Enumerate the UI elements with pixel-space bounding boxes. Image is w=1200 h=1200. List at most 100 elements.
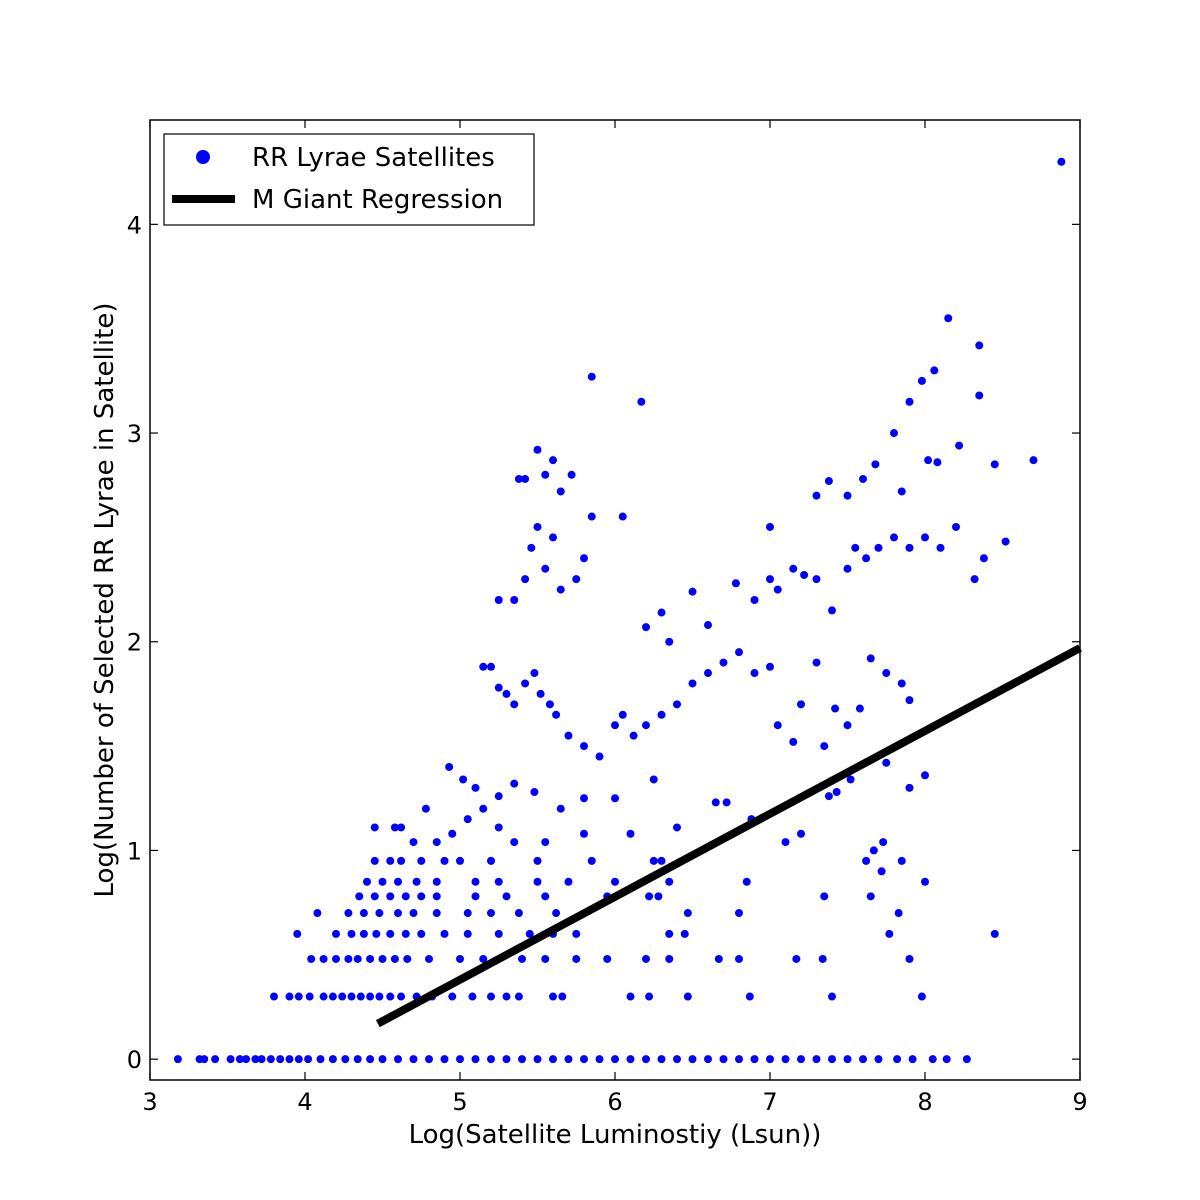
data-point	[846, 775, 855, 784]
data-point	[328, 992, 337, 1001]
data-point	[832, 788, 841, 796]
data-point	[530, 788, 539, 796]
x-tick-label: 3	[142, 1088, 157, 1116]
data-point	[556, 487, 565, 496]
data-point	[955, 441, 964, 450]
data-point	[533, 856, 542, 865]
data-point	[680, 929, 689, 938]
data-point	[824, 792, 833, 801]
data-point	[564, 731, 573, 740]
data-point	[549, 533, 557, 542]
data-point	[394, 1055, 402, 1064]
data-point	[173, 1055, 182, 1064]
data-point	[432, 877, 441, 886]
data-point	[766, 522, 774, 531]
data-point	[979, 554, 988, 563]
data-point	[797, 1055, 805, 1064]
data-point	[897, 856, 906, 865]
data-point	[862, 856, 871, 865]
data-point	[649, 856, 658, 865]
data-point	[580, 554, 588, 563]
data-point	[611, 1055, 619, 1064]
data-point	[390, 954, 399, 963]
data-point	[657, 608, 666, 617]
data-point	[1057, 157, 1066, 166]
data-point	[735, 954, 743, 963]
data-point	[394, 877, 402, 886]
data-point	[468, 992, 477, 1001]
data-point	[874, 1055, 883, 1064]
data-point	[626, 992, 635, 1001]
data-point	[688, 587, 697, 596]
legend-marker-dot	[196, 150, 210, 164]
data-point	[564, 1055, 573, 1064]
data-point	[773, 721, 782, 730]
data-point	[533, 877, 542, 886]
y-tick-label: 1	[127, 837, 142, 865]
data-point	[313, 909, 322, 918]
data-point	[518, 1055, 526, 1064]
data-point	[403, 954, 412, 963]
data-point	[871, 460, 880, 469]
data-point	[510, 838, 519, 847]
data-point	[549, 992, 557, 1001]
data-point	[719, 1055, 728, 1064]
data-point	[665, 954, 674, 963]
data-point	[502, 892, 511, 901]
data-point	[611, 721, 619, 730]
data-point	[211, 1055, 220, 1064]
data-point	[502, 689, 511, 698]
data-point	[487, 662, 495, 671]
data-point	[432, 838, 441, 847]
data-point	[874, 543, 883, 552]
data-point	[595, 752, 604, 761]
data-point	[572, 954, 581, 963]
data-point	[514, 474, 523, 483]
data-point	[812, 491, 821, 500]
data-point	[637, 397, 646, 406]
scatter-points	[173, 157, 1066, 1064]
data-point	[862, 554, 871, 563]
y-tick-label: 4	[127, 211, 142, 239]
data-point	[735, 909, 743, 918]
data-point	[518, 954, 526, 963]
data-point	[704, 669, 712, 678]
data-point	[654, 892, 663, 901]
x-tick-label: 7	[762, 1088, 777, 1116]
data-point	[356, 992, 365, 1001]
data-point	[521, 575, 530, 584]
data-point	[735, 648, 743, 657]
x-axis-label: Log(Satellite Luminostiy (Lsun))	[409, 1120, 822, 1150]
data-point	[866, 654, 875, 663]
data-point	[704, 1055, 712, 1064]
data-point	[800, 570, 809, 579]
data-point	[304, 1055, 313, 1064]
data-point	[897, 487, 906, 496]
data-point	[366, 954, 375, 963]
data-point	[421, 804, 430, 813]
data-point	[750, 1055, 759, 1064]
data-point	[344, 909, 353, 918]
data-point	[928, 1055, 937, 1064]
data-point	[341, 1055, 350, 1064]
data-point	[812, 658, 821, 667]
data-point	[742, 877, 751, 886]
data-point	[533, 445, 542, 454]
data-point	[463, 815, 472, 824]
data-point	[558, 992, 567, 1001]
data-point	[294, 1055, 303, 1064]
data-point	[970, 575, 979, 584]
x-tick-label: 4	[297, 1088, 312, 1116]
data-point	[877, 867, 886, 876]
data-point	[375, 992, 384, 1001]
data-point	[235, 1055, 244, 1064]
data-point	[487, 856, 495, 865]
data-point	[580, 829, 588, 838]
data-point	[824, 477, 833, 486]
x-tick-label: 5	[452, 1088, 467, 1116]
data-point	[409, 909, 418, 918]
data-point	[828, 1055, 836, 1064]
x-tick-label: 6	[607, 1088, 622, 1116]
data-point	[338, 992, 347, 1001]
